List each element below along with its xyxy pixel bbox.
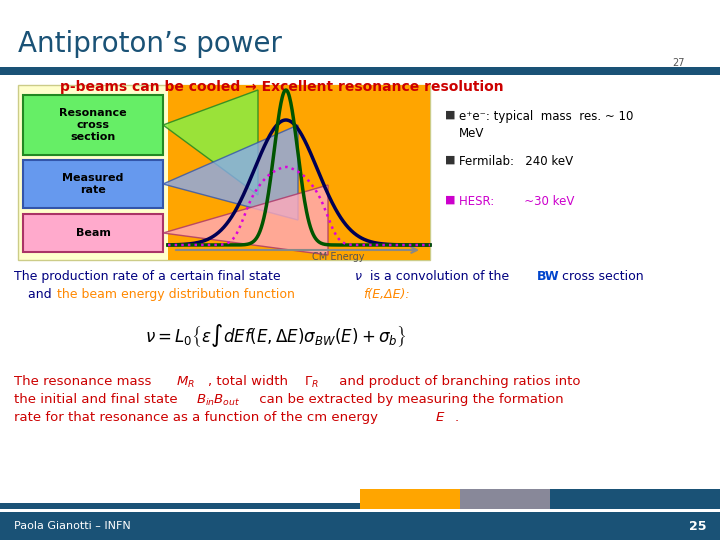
Text: .: . [455, 411, 459, 424]
Polygon shape [163, 125, 298, 220]
Bar [23, 95, 163, 155]
Bar [168, 85, 430, 260]
Text: 27: 27 [672, 58, 685, 68]
Text: Beam: Beam [76, 228, 110, 238]
Text: the initial and final state: the initial and final state [14, 393, 182, 406]
Text: The production rate of a certain final state: The production rate of a certain final s… [14, 270, 284, 283]
Text: e⁺e⁻: typical  mass  res. ~ 10: e⁺e⁻: typical mass res. ~ 10 [459, 110, 634, 123]
Bar [0, 67, 720, 75]
Text: is a convolution of the: is a convolution of the [366, 270, 513, 283]
Bar [0, 509, 720, 512]
Bar [550, 489, 720, 509]
Text: Antiproton’s power: Antiproton’s power [18, 30, 282, 58]
Polygon shape [163, 90, 258, 195]
Bar [23, 214, 163, 252]
Text: Resonance
cross
section: Resonance cross section [59, 109, 127, 141]
Text: cross section: cross section [558, 270, 644, 283]
Text: $E$: $E$ [435, 411, 446, 424]
Text: can be extracted by measuring the formation: can be extracted by measuring the format… [255, 393, 564, 406]
Text: The resonance mass: The resonance mass [14, 375, 156, 388]
Bar [18, 85, 430, 260]
Text: and product of branching ratios into: and product of branching ratios into [335, 375, 580, 388]
Text: HESR:        ~30 keV: HESR: ~30 keV [459, 195, 575, 208]
Text: ■: ■ [445, 155, 459, 165]
Text: CM Energy: CM Energy [312, 252, 364, 262]
Text: Measured
rate: Measured rate [63, 173, 124, 195]
Bar [23, 160, 163, 208]
Text: MeV: MeV [459, 127, 485, 140]
Text: ν: ν [355, 270, 362, 283]
Text: 25: 25 [688, 519, 706, 532]
Text: , total width: , total width [208, 375, 292, 388]
Bar [0, 503, 720, 509]
Text: p-beams can be cooled → Excellent resonance resolution: p-beams can be cooled → Excellent resona… [60, 80, 503, 94]
Text: the beam energy distribution function: the beam energy distribution function [57, 288, 299, 301]
Bar [0, 512, 720, 540]
Text: $M_R$: $M_R$ [176, 375, 195, 390]
Text: rate for that resonance as a function of the cm energy: rate for that resonance as a function of… [14, 411, 382, 424]
Text: ■: ■ [445, 195, 459, 205]
Text: Paola Gianotti – INFN: Paola Gianotti – INFN [14, 521, 131, 531]
Text: Fermilab:   240 keV: Fermilab: 240 keV [459, 155, 573, 168]
Text: $\nu = L_0\left\{\varepsilon\int dEf(E,\Delta E)\sigma_{BW}(E)+\sigma_b\right\}$: $\nu = L_0\left\{\varepsilon\int dEf(E,\… [145, 322, 407, 349]
Bar [360, 489, 460, 509]
Polygon shape [163, 185, 328, 255]
Text: $\Gamma_R$: $\Gamma_R$ [304, 375, 319, 390]
Text: and: and [28, 288, 55, 301]
Bar [460, 489, 550, 509]
Text: $B_{in}B_{out}$: $B_{in}B_{out}$ [196, 393, 240, 408]
Text: f(E,ΔE):: f(E,ΔE): [363, 288, 410, 301]
Text: BW: BW [537, 270, 559, 283]
Text: ■: ■ [445, 110, 459, 120]
